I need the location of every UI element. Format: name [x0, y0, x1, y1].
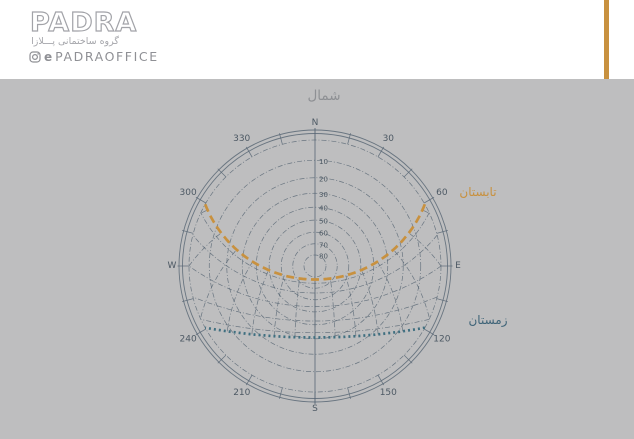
altitude-label-70: 70 [319, 241, 328, 249]
e-icon: e [44, 49, 53, 64]
azimuth-tick [217, 168, 227, 178]
azimuth-tick [347, 133, 351, 145]
hour-line [188, 232, 222, 267]
azimuth-tick [403, 354, 413, 364]
altitude-label-80: 80 [319, 253, 328, 261]
hour-line [226, 261, 253, 332]
hour-line [345, 275, 357, 337]
azimuth-tick [245, 146, 253, 158]
social-handle: PADRAOFFICE [55, 49, 159, 64]
azimuth-tick [217, 354, 227, 364]
azimuth-tick [423, 328, 435, 336]
header: PADRA گروه ساختمانی پـــلازا e PADRAOFFI… [0, 0, 634, 79]
azimuth-tick [403, 168, 413, 178]
azimuth-tick [347, 387, 351, 399]
azimuth-tick [377, 146, 385, 158]
declination-curve [192, 296, 438, 322]
hour-line [329, 278, 336, 338]
declination-curve [192, 234, 438, 294]
compass-label-S: S [312, 404, 318, 414]
compass-label-W: W [168, 261, 177, 271]
logo-subtitle: گروه ساختمانی پـــلازا [31, 36, 119, 47]
compass-label-240: 240 [180, 334, 197, 344]
social-row: e PADRAOFFICE [29, 49, 159, 64]
summer-solstice-curve [203, 203, 427, 281]
azimuth-tick [195, 328, 207, 336]
compass-label-210: 210 [233, 388, 250, 398]
compass-label-150: 150 [380, 388, 397, 398]
altitude-label-60: 60 [319, 230, 328, 238]
compass-label-120: 120 [433, 334, 450, 344]
hour-line [251, 269, 269, 335]
hour-line [408, 232, 442, 267]
accent-bar [604, 0, 609, 79]
hour-line [273, 275, 285, 337]
compass-label-E: E [455, 261, 461, 271]
hour-line [361, 269, 379, 335]
azimuth-tick [182, 230, 194, 234]
hour-line [201, 209, 208, 214]
azimuth-tick [436, 230, 448, 234]
azimuth-tick [195, 196, 207, 204]
compass-label-30: 30 [383, 134, 395, 144]
winter-curve-label: زمستان [468, 313, 508, 327]
azimuth-tick [377, 374, 385, 386]
hour-line [393, 249, 430, 318]
north-title-label: شمال [307, 88, 341, 104]
instagram-icon [29, 50, 41, 63]
azimuth-tick [279, 387, 283, 399]
azimuth-tick [245, 374, 253, 386]
compass-label-N: N [312, 118, 319, 128]
compass-label-60: 60 [436, 188, 448, 198]
azimuth-tick [279, 133, 283, 145]
padra-logo: PADRA [29, 7, 138, 38]
altitude-label-30: 30 [319, 191, 328, 199]
chart-panel [0, 79, 634, 439]
altitude-label-10: 10 [319, 158, 328, 166]
compass-label-300: 300 [180, 188, 197, 198]
azimuth-tick [182, 298, 194, 302]
azimuth-tick [436, 298, 448, 302]
altitude-label-50: 50 [319, 218, 328, 226]
hour-line [294, 278, 301, 338]
compass-label-330: 330 [233, 134, 250, 144]
summer-curve-label: تابستان [459, 185, 497, 199]
altitude-label-40: 40 [319, 205, 328, 213]
hour-line [422, 209, 429, 214]
altitude-ring [226, 177, 404, 355]
hour-line [377, 261, 404, 332]
altitude-label-20: 20 [319, 175, 328, 183]
winter-solstice-curve [204, 326, 426, 339]
hour-line [200, 249, 237, 318]
azimuth-tick [423, 196, 435, 204]
